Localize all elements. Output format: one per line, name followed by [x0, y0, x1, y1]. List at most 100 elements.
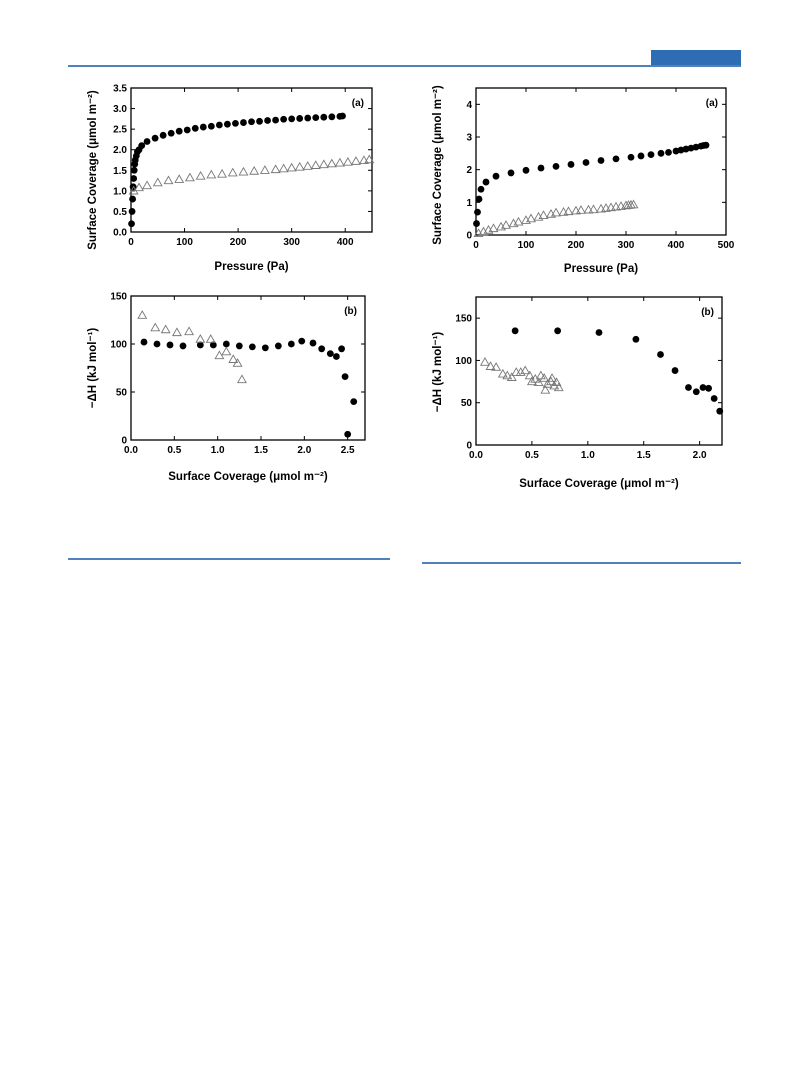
- left-a-point-open-triangle: [278, 163, 289, 173]
- left-b-point-open-triangle: [184, 326, 195, 336]
- left-a-point-open-triangle: [334, 157, 345, 167]
- left-a-xtick-label: 100: [176, 237, 193, 248]
- left-a-ytick-label: 2.5: [113, 125, 127, 136]
- right-b-point-filled-circle: [554, 327, 562, 335]
- right-a-point-open-triangle: [513, 216, 524, 226]
- left-b-point-filled-circle: [326, 350, 334, 357]
- right-b-xtick-label: 0.5: [525, 450, 539, 461]
- section-divider-left: [68, 558, 390, 560]
- left-b-point-filled-circle: [222, 340, 230, 348]
- right-a-chart: 0 100 200 300 400 500 0 1 2 3 4 (a) Pressure (Pa) Sur…: [432, 85, 735, 275]
- left-a-point-open-triangle: [302, 161, 313, 170]
- left-b-ytick-label: 50: [116, 388, 128, 399]
- left-a-point-filled-circle: [240, 119, 247, 126]
- left-b-point-filled-circle: [333, 353, 340, 360]
- left-a-point-open-triangle: [163, 175, 174, 185]
- left-b-point-filled-circle: [298, 337, 306, 345]
- left-b-point-filled-circle: [196, 341, 204, 349]
- left-a-xtick-label: 300: [283, 237, 300, 248]
- right-b-point-open-triangle: [526, 376, 537, 386]
- left-a-point-filled-circle: [215, 121, 223, 129]
- right-b-xtick-label: 0.0: [469, 450, 483, 461]
- left-a-point-open-triangle: [238, 166, 249, 176]
- right-a-ytick-label: 4: [466, 100, 472, 111]
- left-b-point-filled-circle: [344, 430, 352, 438]
- left-a-point-filled-circle: [312, 114, 320, 122]
- left-a-point-filled-circle: [128, 208, 136, 215]
- left-a-point-filled-circle: [288, 115, 296, 123]
- left-a-point-open-triangle: [195, 170, 206, 180]
- right-a-point-filled-circle: [567, 161, 575, 168]
- left-a-point-open-triangle: [217, 168, 228, 178]
- left-b-xtick-label: 0.0: [124, 445, 138, 456]
- left-a-plot-frame: [130, 87, 373, 233]
- right-a-ytick-label: 2: [466, 165, 472, 176]
- right-a-ytick-label: 1: [466, 198, 472, 209]
- right-a-point-filled-circle: [612, 155, 620, 163]
- left-a-ytick-label: 0.0: [113, 228, 127, 239]
- left-a-point-filled-circle: [167, 129, 175, 137]
- right-b-xtick-label: 1.0: [581, 450, 595, 461]
- right-b-point-open-triangle: [539, 373, 550, 382]
- left-b-point-open-triangle: [137, 310, 148, 319]
- left-b-point-filled-circle: [309, 339, 317, 347]
- right-a-point-filled-circle: [473, 220, 480, 227]
- right-a-point-open-triangle: [526, 213, 536, 223]
- right-b-xtick-label: 1.5: [637, 450, 651, 461]
- left-a-chart: 0 100 200 300 400 0.0 0.5 1.0 1.5 2.0 2.5 3.0 3.5 (a)…: [87, 84, 375, 273]
- left-b-point-filled-circle: [248, 343, 256, 351]
- right-a-xtick-label: 200: [568, 240, 585, 251]
- left-b-point-open-triangle: [214, 350, 225, 360]
- left-a-point-filled-circle: [130, 175, 138, 182]
- right-a-point-open-triangle: [583, 204, 594, 214]
- right-b-plot-frame: [475, 296, 723, 446]
- left-a-xtick-label: 400: [337, 237, 354, 248]
- right-a-point-filled-circle: [657, 149, 665, 157]
- left-a-point-filled-circle: [138, 142, 146, 150]
- left-a-point-open-triangle: [294, 161, 305, 171]
- right-b-point-filled-circle: [685, 384, 692, 391]
- right-a-point-open-triangle: [563, 206, 574, 216]
- left-a-xtick-label: 200: [230, 237, 247, 248]
- left-b-point-open-triangle: [160, 324, 171, 334]
- right-b-point-filled-circle: [657, 351, 664, 358]
- right-a-point-filled-circle: [627, 153, 635, 161]
- right-a-xtick-label: 400: [668, 240, 685, 251]
- right-b-point-filled-circle: [699, 384, 707, 391]
- left-a-series-1: [128, 112, 346, 228]
- left-b-xtick-label: 2.0: [297, 445, 311, 456]
- left-a-point-filled-circle: [199, 123, 207, 131]
- right-a-point-filled-circle: [647, 151, 655, 159]
- right-a-point-filled-circle: [582, 159, 590, 166]
- left-b-point-filled-circle: [287, 340, 295, 348]
- left-a-point-open-triangle: [227, 167, 238, 177]
- left-a-point-open-triangle: [364, 154, 375, 164]
- left-a-point-filled-circle: [296, 115, 304, 122]
- left-a-point-open-triangle: [206, 169, 217, 179]
- left-a-point-open-triangle: [259, 165, 270, 174]
- left-a-ytick-label: 3.5: [113, 84, 127, 95]
- left-a-xtick-label: 0: [128, 237, 134, 248]
- left-a-point-filled-circle: [159, 131, 167, 139]
- right-b-point-open-triangle: [551, 377, 562, 387]
- left-b-point-open-triangle: [150, 322, 161, 332]
- right-b-ytick-label: 0: [466, 441, 472, 452]
- left-b-point-filled-circle: [209, 341, 217, 349]
- right-b-point-open-triangle: [520, 365, 531, 375]
- right-a-point-open-triangle: [588, 204, 599, 214]
- right-b-point-open-triangle: [553, 382, 564, 392]
- right-a-point-filled-circle: [522, 166, 530, 174]
- left-b-point-filled-circle: [261, 344, 269, 352]
- right-b-ytick-label: 100: [455, 356, 472, 367]
- left-a-point-open-triangle: [152, 177, 163, 187]
- right-a-point-filled-circle: [537, 164, 545, 172]
- right-b-point-open-triangle: [535, 370, 546, 380]
- right-b-point-open-triangle: [502, 370, 513, 380]
- right-b-point-open-triangle: [533, 377, 544, 387]
- right-b-point-open-triangle: [542, 379, 553, 388]
- right-b-point-filled-circle: [595, 329, 603, 336]
- left-b-point-filled-circle: [318, 345, 326, 353]
- right-b-ytick-label: 50: [461, 398, 473, 409]
- right-a-x-axis-label: Pressure (Pa): [564, 263, 638, 275]
